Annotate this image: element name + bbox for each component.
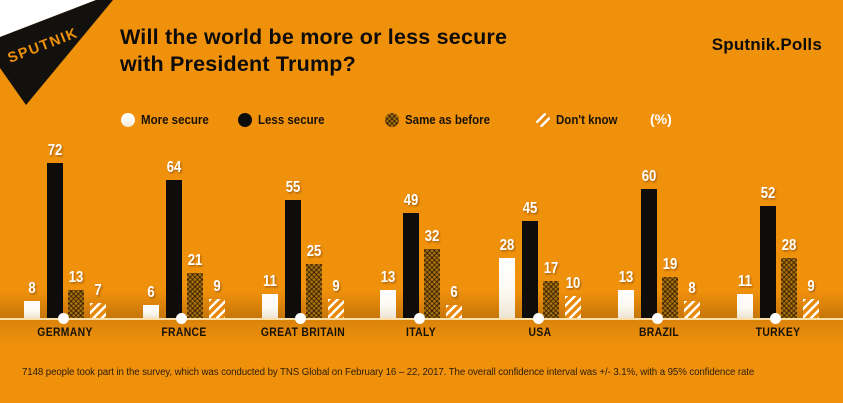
- value-label-less-great-britain: 55: [285, 179, 300, 196]
- value-label-more-great-britain: 11: [262, 273, 277, 290]
- axis-dot-germany: [57, 312, 69, 324]
- value-label-dk-brazil: 8: [688, 280, 696, 297]
- legend-label: More secure: [141, 112, 209, 127]
- bar-less-germany: [47, 163, 63, 318]
- legend-item-dont-know: Don't know: [536, 112, 623, 127]
- bar-dk-france: [208, 299, 225, 318]
- title-line-1: Will the world be more or less secure: [120, 25, 508, 49]
- value-label-same-turkey: 28: [781, 237, 797, 254]
- bar-more-france: [142, 305, 159, 318]
- value-label-less-germany: 72: [47, 142, 63, 159]
- legend-item-more-secure: More secure: [121, 112, 215, 127]
- bar-less-turkey: [759, 206, 776, 318]
- more-secure-swatch-icon: [121, 112, 135, 127]
- axis-dot-great-britain: [295, 312, 307, 324]
- bar-more-italy: [380, 290, 397, 318]
- value-label-less-brazil: 60: [641, 168, 657, 185]
- category-label-great-britain: GREAT BRITAIN: [260, 327, 345, 339]
- bar-dk-germany: [90, 303, 106, 318]
- title-line-2: with President Trump?: [120, 52, 356, 76]
- bar-more-usa: [499, 258, 516, 318]
- baseline-shadow-below: [0, 320, 843, 346]
- survey-footnote: 7148 people took part in the survey, whi…: [22, 367, 755, 378]
- bar-more-germany: [24, 301, 40, 318]
- page-title: Will the world be more or less secure wi…: [120, 24, 507, 78]
- axis-dot-france: [176, 312, 188, 324]
- legend-label: Don't know: [556, 112, 618, 127]
- bar-dk-great-britain: [327, 299, 344, 318]
- bar-more-turkey: [736, 294, 753, 318]
- value-label-same-great-britain: 25: [306, 243, 321, 260]
- axis-dot-turkey: [770, 312, 782, 324]
- sputnik-logo: SPUTNIK: [0, 0, 113, 105]
- bar-same-france: [186, 273, 203, 318]
- axis-dot-brazil: [651, 312, 663, 324]
- value-label-dk-usa: 10: [565, 275, 581, 292]
- axis-dot-usa: [532, 312, 544, 324]
- bar-same-germany: [68, 290, 84, 318]
- bar-dk-turkey: [802, 299, 819, 318]
- same-as-before-swatch-icon: [385, 112, 399, 127]
- category-label-germany: GERMANY: [37, 327, 93, 339]
- value-label-same-brazil: 19: [662, 256, 678, 273]
- bar-dk-brazil: [684, 301, 700, 318]
- value-label-dk-france: 9: [213, 278, 221, 295]
- value-label-more-turkey: 11: [737, 273, 752, 290]
- bar-same-turkey: [780, 258, 797, 318]
- legend-unit-label: (%): [650, 111, 672, 127]
- value-label-less-italy: 49: [404, 192, 419, 209]
- category-label-france: FRANCE: [161, 327, 207, 339]
- brand-label: Sputnik.Polls: [711, 35, 822, 54]
- less-secure-swatch-icon: [238, 112, 252, 127]
- bar-same-great-britain: [305, 264, 322, 318]
- value-label-dk-germany: 7: [94, 282, 102, 299]
- value-label-more-italy: 13: [381, 269, 396, 286]
- bar-same-brazil: [662, 277, 678, 318]
- value-label-less-turkey: 52: [760, 185, 776, 202]
- value-label-less-france: 64: [166, 159, 182, 176]
- bar-less-italy: [403, 213, 420, 318]
- value-label-more-germany: 8: [28, 280, 36, 297]
- value-label-dk-italy: 6: [450, 284, 459, 301]
- bar-same-usa: [543, 281, 560, 318]
- bar-less-france: [165, 180, 182, 318]
- value-label-same-italy: 32: [425, 228, 440, 245]
- value-label-dk-great-britain: 9: [331, 278, 340, 295]
- value-label-same-usa: 17: [543, 260, 559, 277]
- bar-less-usa: [522, 221, 539, 318]
- value-label-more-brazil: 13: [618, 269, 634, 286]
- value-label-same-france: 21: [187, 252, 203, 269]
- legend-label: Less secure: [258, 112, 325, 127]
- value-label-dk-turkey: 9: [807, 278, 815, 295]
- value-label-more-usa: 28: [499, 237, 515, 254]
- value-label-more-france: 6: [147, 284, 155, 301]
- dont-know-swatch-icon: [536, 112, 550, 127]
- bar-same-italy: [424, 249, 441, 318]
- category-label-turkey: TURKEY: [755, 327, 801, 339]
- category-label-usa: USA: [528, 327, 552, 339]
- value-label-less-usa: 45: [522, 200, 538, 217]
- bar-less-brazil: [641, 189, 657, 318]
- bar-dk-usa: [565, 296, 582, 318]
- value-label-same-germany: 13: [68, 269, 84, 286]
- axis-dot-italy: [413, 312, 425, 324]
- bar-more-brazil: [618, 290, 634, 318]
- bar-dk-italy: [446, 305, 463, 318]
- logo-black-flag: [0, 0, 113, 105]
- legend-item-less-secure: Less secure: [238, 112, 330, 127]
- category-label-italy: ITALY: [406, 327, 437, 339]
- legend-label: Same as before: [405, 112, 491, 127]
- legend-item-same-as-before: Same as before: [385, 112, 497, 127]
- category-label-brazil: BRAZIL: [638, 327, 680, 339]
- bar-more-great-britain: [261, 294, 278, 318]
- bar-less-great-britain: [284, 200, 301, 318]
